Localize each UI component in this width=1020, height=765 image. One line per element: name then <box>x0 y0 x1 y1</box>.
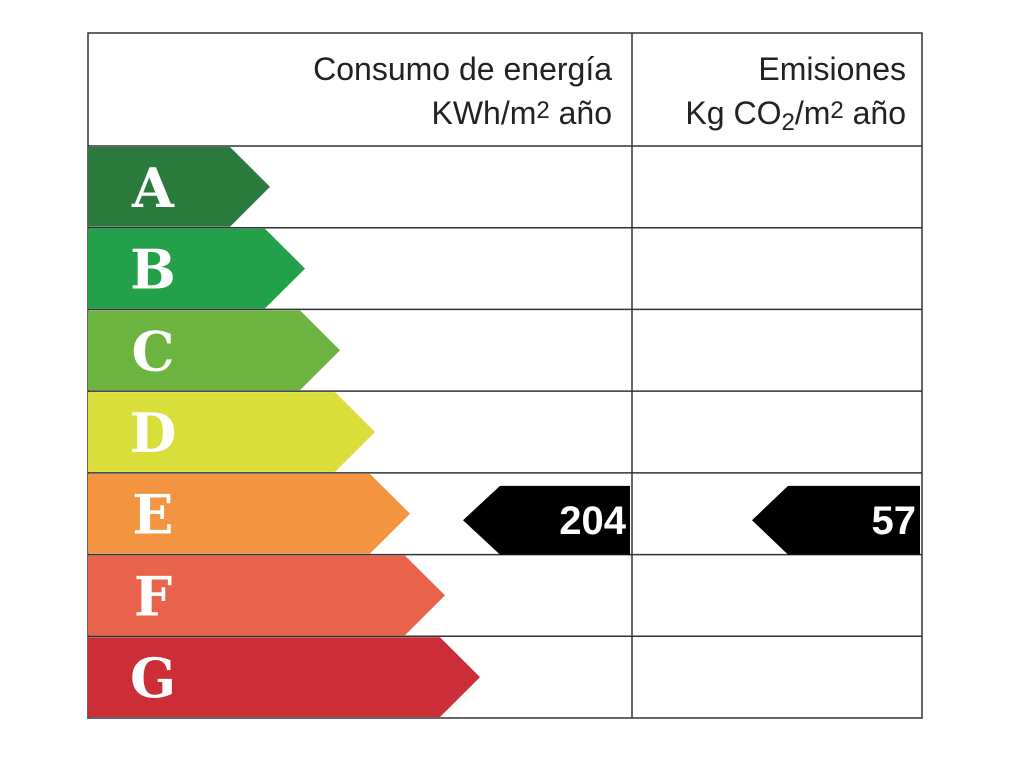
unit-part: KWh/m <box>431 95 536 131</box>
class-arrow <box>88 310 340 391</box>
rating-arrow <box>463 485 630 555</box>
unit-subscript: 2 <box>781 109 794 136</box>
class-arrow <box>88 392 375 472</box>
class-arrow <box>88 555 445 636</box>
class-letter: A <box>131 156 175 220</box>
class-arrow <box>88 637 480 717</box>
class-letter: D <box>130 401 177 465</box>
class-letter: G <box>130 646 176 710</box>
class-arrow <box>88 228 305 309</box>
emissions-title: Emisiones <box>758 51 906 87</box>
rating-arrow <box>752 485 920 555</box>
unit-superscript: 2 <box>830 97 843 124</box>
class-letter: C <box>132 319 175 383</box>
class-arrow <box>88 473 410 554</box>
unit-part: año <box>844 95 906 131</box>
unit-part: Kg CO <box>685 95 781 131</box>
emissions-unit: Kg CO2/m2 año <box>685 95 906 136</box>
class-letter: B <box>130 238 176 302</box>
rating-value: 57 <box>872 499 917 543</box>
class-letter: E <box>132 483 173 547</box>
unit-superscript: 2 <box>536 97 549 124</box>
energy-title: Consumo de energía <box>313 51 612 87</box>
class-letter: F <box>134 564 172 628</box>
unit-part: /m <box>795 95 831 131</box>
unit-part: año <box>550 95 612 131</box>
energy-unit: KWh/m2 año <box>431 95 612 131</box>
class-arrow <box>88 147 270 227</box>
rating-value: 204 <box>559 499 626 543</box>
